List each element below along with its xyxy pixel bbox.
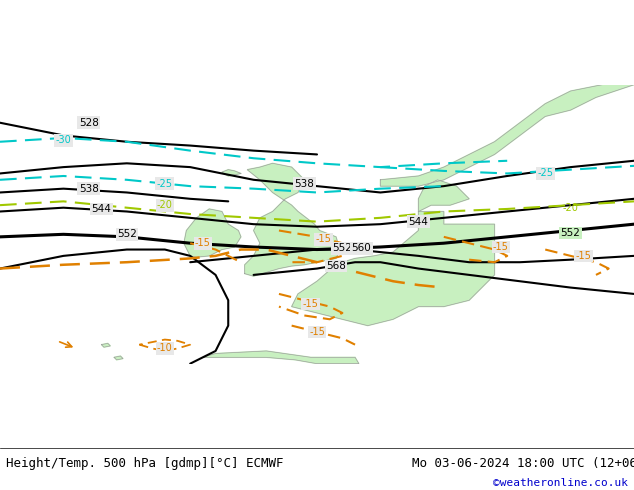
- Text: 544: 544: [91, 204, 112, 214]
- Polygon shape: [114, 356, 123, 360]
- Text: -20: -20: [562, 203, 579, 213]
- Text: 568: 568: [326, 261, 346, 271]
- Text: 538: 538: [294, 178, 314, 189]
- Text: -10: -10: [157, 343, 172, 353]
- Text: -15: -15: [575, 251, 592, 261]
- Text: -15: -15: [315, 234, 332, 245]
- Polygon shape: [101, 343, 110, 347]
- Polygon shape: [292, 212, 495, 326]
- Polygon shape: [245, 163, 340, 276]
- Text: -25: -25: [537, 169, 553, 178]
- Polygon shape: [203, 351, 359, 364]
- Polygon shape: [418, 180, 469, 212]
- Polygon shape: [184, 209, 241, 257]
- Text: 552: 552: [332, 243, 353, 253]
- Text: -20: -20: [157, 200, 173, 210]
- Text: Mo 03-06-2024 18:00 UTC (12+06): Mo 03-06-2024 18:00 UTC (12+06): [412, 457, 634, 469]
- Text: -15: -15: [302, 299, 319, 309]
- Polygon shape: [222, 170, 241, 176]
- Text: 528: 528: [79, 118, 99, 128]
- Text: -15: -15: [309, 327, 325, 337]
- Polygon shape: [380, 78, 634, 186]
- Text: ©weatheronline.co.uk: ©weatheronline.co.uk: [493, 478, 628, 488]
- Text: 538: 538: [79, 184, 99, 194]
- Text: 544: 544: [408, 217, 429, 227]
- Text: 552: 552: [117, 229, 137, 239]
- Text: 552: 552: [560, 228, 581, 238]
- Text: -30: -30: [56, 136, 71, 146]
- Text: Height/Temp. 500 hPa [gdmp][°C] ECMWF: Height/Temp. 500 hPa [gdmp][°C] ECMWF: [6, 457, 284, 469]
- Text: 560: 560: [351, 243, 372, 253]
- Text: -15: -15: [195, 238, 211, 248]
- Text: -15: -15: [493, 242, 509, 252]
- Text: -25: -25: [157, 178, 173, 189]
